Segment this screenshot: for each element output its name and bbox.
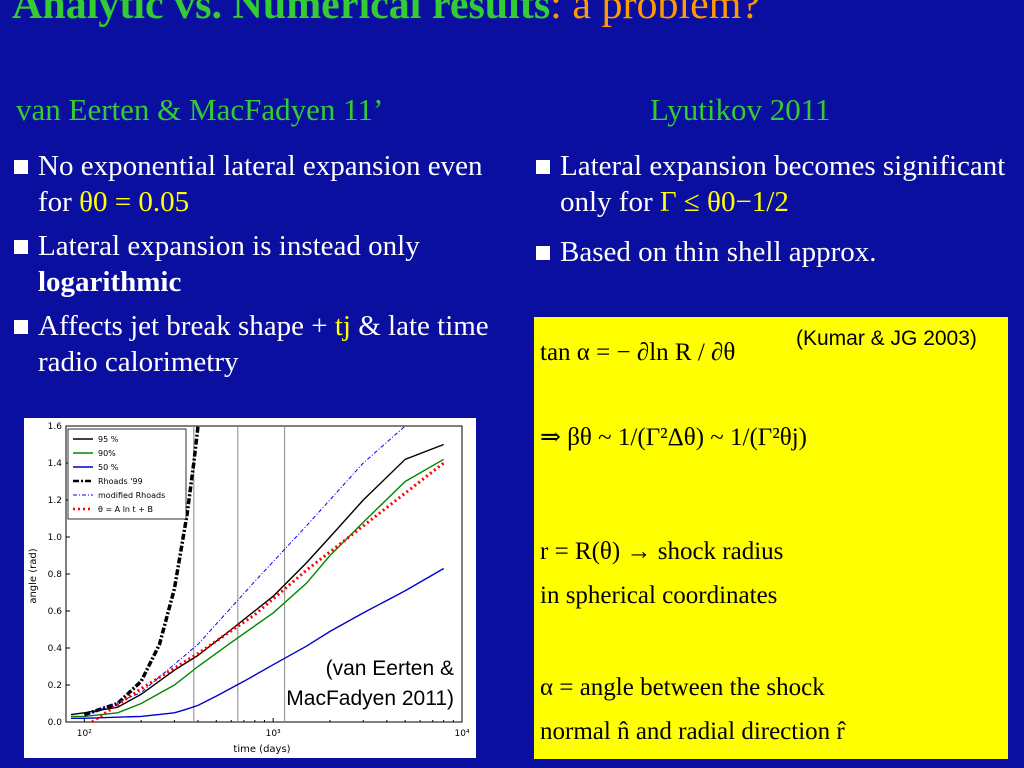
legend-entry: modified Rhoads [98,491,165,500]
x-tick-label: 10⁴ [454,729,469,739]
right-bullet-1-text: Lateral expansion becomes significant on… [560,150,1006,218]
y-tick-label: 0.4 [48,644,63,654]
legend-entry: θ = A ln t + B [98,505,153,514]
series-line-1 [71,458,445,718]
kumar-citation: (Kumar & JG 2003) [796,327,977,350]
tj-symbol: tj [334,310,351,342]
legend-entry: 95 % [98,435,119,444]
right-bullet-2: Based on thin shell approx. [522,234,1017,270]
y-tick-label: 1.2 [48,496,62,506]
right-bullet-1: Lateral expansion becomes significant on… [522,148,1017,220]
y-tick-label: 1.6 [48,422,63,432]
right-column-heading: Lyutikov 2011 [650,92,831,127]
legend-entry: 90% [98,449,116,458]
shock-radius-equation: r = R(θ) → shock radius [540,538,784,565]
theta0-value: θ0 = 0.05 [79,186,190,218]
series-line-0 [70,443,444,716]
slide-title: Analytic vs. Numerical results: a proble… [12,0,832,32]
left-bullet-2-text: Lateral expansion is instead only [38,230,420,262]
right-bullet-list: Lateral expansion becomes significant on… [522,148,1017,270]
plot-citation: (van Eerten & MacFadyen 2011) [286,657,454,710]
tan-alpha-equation: tan α = − ∂ln R / ∂θ [540,339,736,366]
left-bullet-1: No exponential lateral expansion even fo… [0,148,510,220]
left-bullet-3-text: Affects jet break shape + [38,310,328,342]
x-tick-label: 10² [77,729,92,739]
left-bullet-3: Affects jet break shape + tj & late time… [0,308,510,380]
bullet-square-icon [14,160,28,174]
angle-vs-time-plot: time (days) angle (rad) 0.0 0.2 0.4 0.6 0.8 1… [24,418,476,758]
logarithmic-emphasis: logarithmic [38,266,182,298]
alpha-definition: α = angle between the shock [540,674,825,701]
y-tick-label: 1.0 [48,533,63,543]
bullet-square-icon [536,246,550,260]
normal-direction-line: normal n̂ and radial direction r̂ [540,718,845,745]
y-tick-label: 1.4 [48,459,63,469]
series-line-2 [71,567,445,719]
y-tick-label: 0.8 [48,570,63,580]
series-line-4 [84,425,406,717]
left-bullet-3-tail: & late time radio calorimetry [38,310,489,378]
legend-entry: 50 % [98,463,119,472]
x-tick-label: 10³ [266,729,281,739]
bullet-square-icon [14,240,28,254]
left-bullet-list: No exponential lateral expansion even fo… [0,148,510,380]
left-column-heading: van Eerten & MacFadyen 11’ [16,92,384,127]
title-main: Analytic vs. Numerical results [12,0,551,28]
y-axis-label: angle (rad) [28,548,39,603]
chart-svg: time (days) angle (rad) 0.0 0.2 0.4 0.6 0.8 1… [28,422,470,755]
x-axis-label: time (days) [233,744,290,755]
y-tick-label: 0.0 [48,718,63,728]
left-bullet-1-text: No exponential lateral expansion even fo… [38,150,483,218]
bullet-square-icon [536,160,550,174]
y-tick-label: 0.2 [48,681,62,691]
left-bullet-2: Lateral expansion is instead only logari… [0,228,510,300]
legend-box [67,428,187,520]
series-line-5 [91,461,445,724]
title-question: : a problem? [550,0,761,28]
bullet-square-icon [14,320,28,334]
beta-theta-equation: ⇒ βθ ~ 1/(Γ²Δθ) ~ 1/(Γ²θj) [540,424,808,451]
gamma-condition: Γ ≤ θ0−1/2 [659,186,789,218]
right-bullet-2-text: Based on thin shell approx. [560,236,877,268]
series-line-3 [83,425,200,717]
formula-box: tan α = − ∂ln R / ∂θ (Kumar & JG 2003) ⇒… [534,317,1008,759]
y-tick-label: 0.6 [48,607,63,617]
spherical-coords-line: in spherical coordinates [540,582,778,609]
legend-entry: Rhoads '99 [98,477,143,486]
